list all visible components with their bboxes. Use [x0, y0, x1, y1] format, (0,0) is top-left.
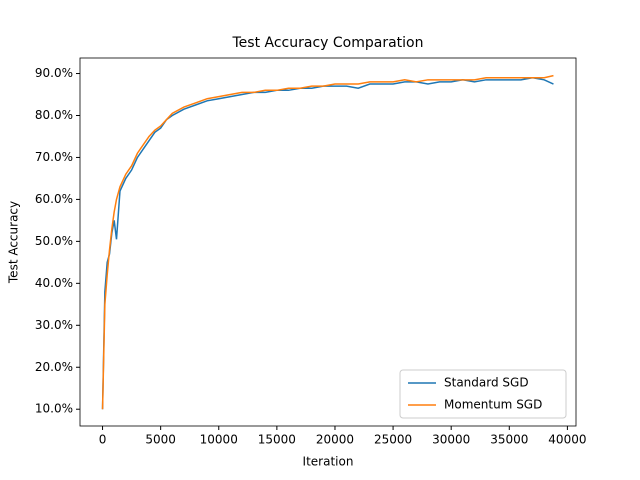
x-tick-label: 10000: [200, 433, 238, 447]
y-tick-label: 40.0%: [35, 276, 73, 290]
y-tick-label: 10.0%: [35, 402, 73, 416]
y-tick-label: 70.0%: [35, 150, 73, 164]
x-tick-label: 5000: [145, 433, 176, 447]
y-tick-label: 50.0%: [35, 234, 73, 248]
chart-title: Test Accuracy Comparation: [232, 35, 424, 51]
legend-box: [399, 369, 567, 419]
y-axis-label: Test Accuracy: [7, 201, 21, 284]
series-line: [101, 76, 554, 410]
x-tick-label: 25000: [374, 433, 412, 447]
plot-frame: [79, 57, 577, 427]
legend-label: Momentum SGD: [444, 398, 542, 412]
x-axis-label: Iteration: [303, 455, 354, 469]
y-tick-label: 30.0%: [35, 318, 73, 332]
y-tick-label: 80.0%: [35, 108, 73, 122]
y-tick-label: 90.0%: [35, 66, 73, 80]
series-line: [101, 74, 554, 410]
x-tick-label: 15000: [258, 433, 296, 447]
x-tick-label: 40000: [548, 433, 586, 447]
x-tick-label: 30000: [432, 433, 470, 447]
x-tick-label: 35000: [490, 433, 528, 447]
x-tick-label: 20000: [316, 433, 354, 447]
y-tick-label: 20.0%: [35, 360, 73, 374]
legend-label: Standard SGD: [444, 376, 529, 390]
x-tick-label: 0: [99, 433, 107, 447]
y-tick-label: 60.0%: [35, 192, 73, 206]
